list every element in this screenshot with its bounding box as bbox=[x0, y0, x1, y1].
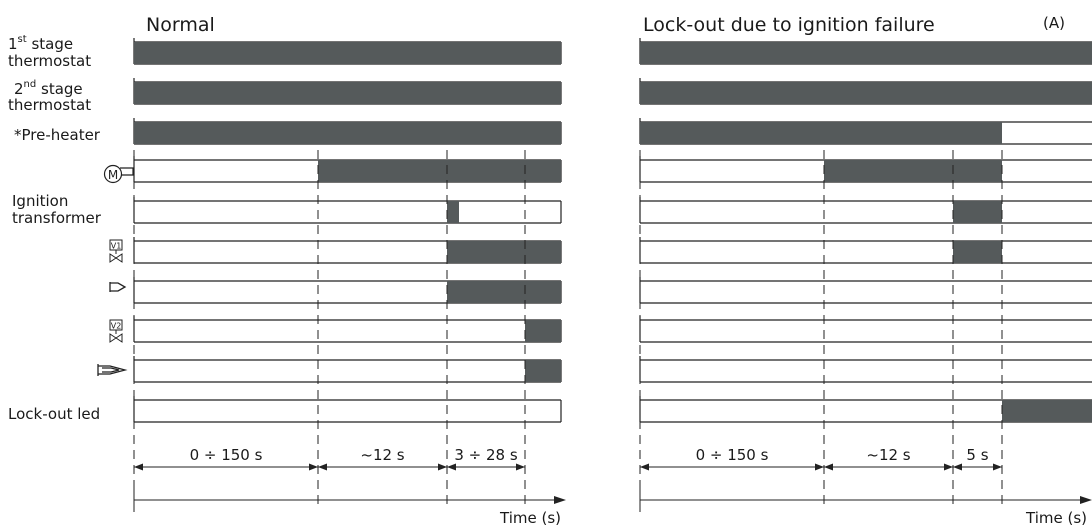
on-interval-lockout-led bbox=[1002, 400, 1092, 422]
valve-v1-icon: V1 bbox=[109, 239, 123, 263]
label-stage2-line2: thermostat bbox=[8, 96, 91, 114]
duration-arrowhead bbox=[993, 463, 1002, 471]
duration-label: 3 ÷ 28 s bbox=[454, 446, 518, 464]
on-interval-preheater bbox=[134, 122, 561, 144]
pilot-flame-icon bbox=[109, 282, 127, 292]
on-interval-ignition-transformer bbox=[953, 201, 1002, 223]
on-interval-preheater bbox=[640, 122, 1002, 144]
on-interval-valve1 bbox=[953, 241, 1002, 263]
on-interval-valve2 bbox=[525, 320, 561, 342]
label-ignition-line2: transformer bbox=[12, 209, 102, 227]
figure-corner-label: (A) bbox=[1043, 14, 1065, 32]
on-interval-valve1 bbox=[447, 241, 561, 263]
duration-arrowhead bbox=[944, 463, 953, 471]
duration-arrowhead bbox=[824, 463, 833, 471]
duration-arrowhead bbox=[309, 463, 318, 471]
on-interval-stage2-thermostat bbox=[640, 82, 1092, 104]
on-interval-stage1-thermostat bbox=[134, 42, 561, 64]
duration-arrowhead bbox=[447, 463, 456, 471]
label-stage1-line1: 1st stage bbox=[8, 34, 73, 53]
on-interval-pilot-flame bbox=[447, 281, 561, 303]
svg-text:V2: V2 bbox=[111, 322, 122, 331]
panel-lockout: 0 ÷ 150 s ~12 s 5 s Time (s) bbox=[639, 38, 1092, 527]
duration-arrowhead bbox=[953, 463, 962, 471]
panel-title-normal: Normal bbox=[146, 14, 215, 36]
panel-title-lockout: Lock-out due to ignition failure bbox=[643, 14, 935, 36]
duration-arrowhead bbox=[438, 463, 447, 471]
duration-arrowhead bbox=[318, 463, 327, 471]
on-interval-ignition-transformer bbox=[447, 201, 459, 223]
label-lockout-led: Lock-out led bbox=[8, 405, 100, 423]
motor-icon: M bbox=[103, 164, 134, 184]
label-stage1-line2: thermostat bbox=[8, 52, 91, 70]
svg-text:V1: V1 bbox=[111, 242, 122, 251]
duration-arrowhead bbox=[815, 463, 824, 471]
on-interval-stage2-thermostat bbox=[134, 82, 561, 104]
on-interval-motor bbox=[824, 160, 1002, 182]
on-interval-main-flame bbox=[525, 360, 561, 382]
time-axis-label: Time (s) bbox=[1025, 509, 1087, 527]
time-axis-arrowhead bbox=[554, 496, 566, 504]
time-axis-arrowhead bbox=[1080, 496, 1092, 504]
label-stage2-line1: 2nd stage bbox=[14, 79, 83, 98]
time-axis-label: Time (s) bbox=[499, 509, 561, 527]
duration-arrowhead bbox=[516, 463, 525, 471]
valve-v2-icon: V2 bbox=[109, 319, 123, 343]
on-interval-stage1-thermostat bbox=[640, 42, 1092, 64]
duration-label: 5 s bbox=[966, 446, 988, 464]
duration-arrowhead bbox=[134, 463, 143, 471]
svg-text:M: M bbox=[108, 168, 118, 182]
on-interval-motor bbox=[318, 160, 561, 182]
main-flame-icon bbox=[97, 364, 128, 376]
label-ignition-line1: Ignition bbox=[12, 192, 68, 210]
duration-label: 0 ÷ 150 s bbox=[696, 446, 769, 464]
label-preheater: *Pre-heater bbox=[14, 126, 101, 144]
duration-label: ~12 s bbox=[360, 446, 404, 464]
duration-label: 0 ÷ 150 s bbox=[190, 446, 263, 464]
panel-normal: 0 ÷ 150 s ~12 s 3 ÷ 28 s Time (s) bbox=[133, 38, 566, 527]
duration-label: ~12 s bbox=[866, 446, 910, 464]
duration-arrowhead bbox=[640, 463, 649, 471]
